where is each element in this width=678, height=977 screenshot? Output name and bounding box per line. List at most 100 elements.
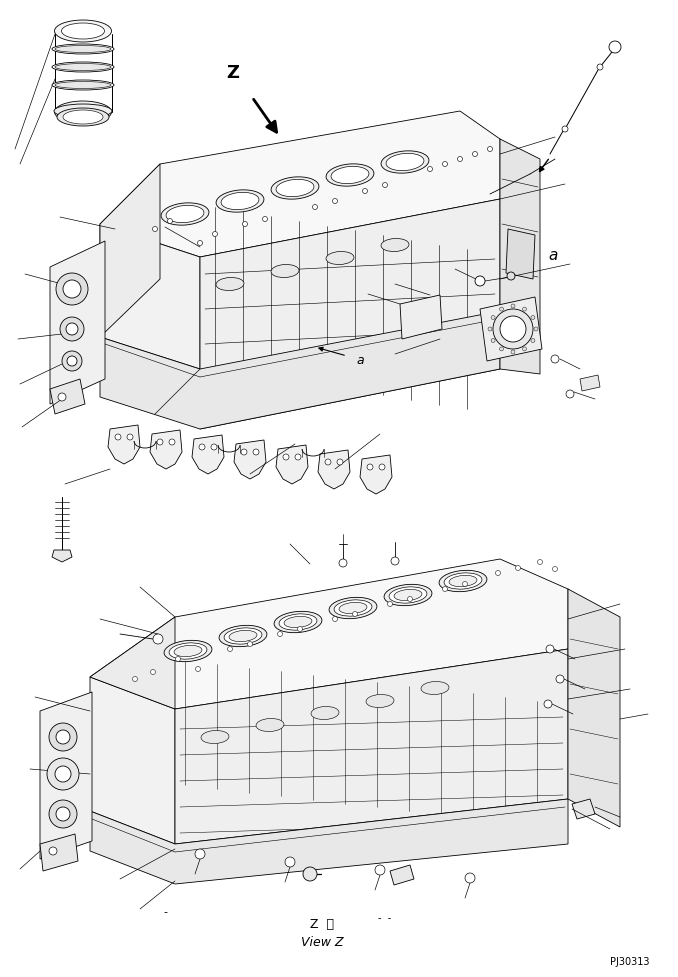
Circle shape xyxy=(325,459,331,465)
Ellipse shape xyxy=(164,641,212,662)
Polygon shape xyxy=(276,446,308,485)
Ellipse shape xyxy=(331,167,369,185)
Circle shape xyxy=(367,464,373,471)
Circle shape xyxy=(544,701,552,708)
Circle shape xyxy=(507,273,515,280)
Ellipse shape xyxy=(439,571,487,592)
Ellipse shape xyxy=(221,193,259,210)
Circle shape xyxy=(473,152,477,157)
Circle shape xyxy=(556,675,564,683)
Circle shape xyxy=(379,464,385,471)
Polygon shape xyxy=(52,550,72,563)
Circle shape xyxy=(391,558,399,566)
Circle shape xyxy=(443,587,447,592)
Polygon shape xyxy=(100,312,500,430)
Ellipse shape xyxy=(219,625,267,647)
Circle shape xyxy=(500,308,504,312)
Ellipse shape xyxy=(57,108,109,127)
Ellipse shape xyxy=(329,598,377,619)
Circle shape xyxy=(262,217,268,223)
Ellipse shape xyxy=(52,81,114,91)
Polygon shape xyxy=(480,298,542,361)
Ellipse shape xyxy=(54,21,111,43)
Circle shape xyxy=(500,317,526,343)
Ellipse shape xyxy=(271,265,299,278)
Circle shape xyxy=(337,459,343,465)
Polygon shape xyxy=(50,380,85,414)
Circle shape xyxy=(195,849,205,859)
Circle shape xyxy=(303,868,317,881)
Ellipse shape xyxy=(63,110,103,125)
Circle shape xyxy=(58,394,66,402)
Polygon shape xyxy=(234,441,266,480)
Circle shape xyxy=(388,602,393,607)
Circle shape xyxy=(295,454,301,460)
Circle shape xyxy=(253,449,259,455)
Ellipse shape xyxy=(394,590,422,601)
Ellipse shape xyxy=(326,252,354,266)
Circle shape xyxy=(515,566,521,571)
Circle shape xyxy=(298,627,302,632)
Ellipse shape xyxy=(386,154,424,171)
Ellipse shape xyxy=(271,178,319,200)
Polygon shape xyxy=(108,426,140,464)
Text: -: - xyxy=(163,906,167,916)
Circle shape xyxy=(491,339,495,343)
Ellipse shape xyxy=(279,615,317,630)
Text: a: a xyxy=(356,353,364,366)
Circle shape xyxy=(153,228,157,233)
Ellipse shape xyxy=(449,575,477,587)
Circle shape xyxy=(523,348,527,352)
Circle shape xyxy=(332,199,338,204)
Circle shape xyxy=(313,205,317,210)
Ellipse shape xyxy=(274,612,322,633)
Circle shape xyxy=(609,42,621,54)
Circle shape xyxy=(197,241,203,246)
Ellipse shape xyxy=(421,682,449,695)
Ellipse shape xyxy=(339,603,367,614)
Polygon shape xyxy=(90,560,568,709)
Ellipse shape xyxy=(284,616,312,628)
Ellipse shape xyxy=(384,584,432,606)
Circle shape xyxy=(553,567,557,572)
Circle shape xyxy=(339,560,347,568)
Ellipse shape xyxy=(256,719,284,732)
Circle shape xyxy=(241,449,247,455)
Text: PJ30313: PJ30313 xyxy=(610,956,650,966)
Circle shape xyxy=(487,148,492,152)
Polygon shape xyxy=(90,617,175,709)
Ellipse shape xyxy=(52,45,114,55)
Circle shape xyxy=(382,184,388,189)
Circle shape xyxy=(49,847,57,855)
Ellipse shape xyxy=(381,151,429,174)
Ellipse shape xyxy=(54,105,112,119)
Ellipse shape xyxy=(381,239,409,252)
Circle shape xyxy=(47,758,79,790)
Circle shape xyxy=(56,730,70,744)
Circle shape xyxy=(167,219,172,225)
Circle shape xyxy=(443,162,447,167)
Circle shape xyxy=(538,560,542,565)
Circle shape xyxy=(546,646,554,654)
Circle shape xyxy=(562,127,568,133)
Polygon shape xyxy=(150,431,182,470)
Circle shape xyxy=(247,642,252,647)
Ellipse shape xyxy=(54,102,111,124)
Circle shape xyxy=(228,647,233,652)
Polygon shape xyxy=(318,450,350,489)
Polygon shape xyxy=(390,865,414,885)
Ellipse shape xyxy=(216,278,244,291)
Circle shape xyxy=(243,223,247,228)
Polygon shape xyxy=(175,650,568,844)
Polygon shape xyxy=(500,140,540,374)
Ellipse shape xyxy=(166,206,204,224)
Ellipse shape xyxy=(366,695,394,707)
Circle shape xyxy=(277,632,283,637)
Polygon shape xyxy=(90,677,175,844)
Ellipse shape xyxy=(334,600,372,616)
Circle shape xyxy=(363,190,367,194)
Circle shape xyxy=(511,305,515,309)
Circle shape xyxy=(511,351,515,355)
Ellipse shape xyxy=(276,180,314,197)
Text: View Z: View Z xyxy=(300,935,343,948)
